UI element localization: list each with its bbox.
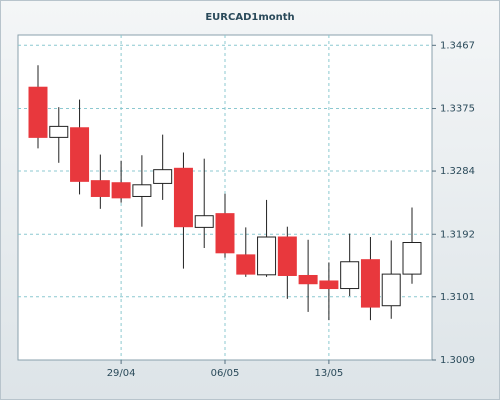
y-tick-label: 1.3375 xyxy=(440,104,475,115)
candle-body xyxy=(340,261,360,290)
candle-body xyxy=(49,125,69,138)
candle-body xyxy=(257,236,277,276)
candle-body xyxy=(360,259,380,308)
x-tick-label: 29/04 xyxy=(107,368,136,379)
candle-body xyxy=(381,273,401,307)
chart-title: EURCAD1month xyxy=(205,12,294,23)
y-tick-label: 1.3192 xyxy=(440,229,475,240)
candle-body xyxy=(319,280,339,290)
candle-body xyxy=(173,167,193,228)
candle-body xyxy=(28,86,48,138)
candle-body xyxy=(111,182,131,199)
candle-body xyxy=(298,274,318,285)
y-tick-label: 1.3467 xyxy=(440,40,475,51)
candle-body xyxy=(132,184,152,197)
x-tick-label: 13/05 xyxy=(314,368,343,379)
candle-body xyxy=(70,127,90,182)
candle-body xyxy=(236,254,256,275)
candle-body xyxy=(277,236,297,276)
y-tick-label: 1.3284 xyxy=(440,166,475,177)
candle-body xyxy=(90,180,110,197)
candle-body xyxy=(215,213,235,254)
x-tick-label: 06/05 xyxy=(211,368,240,379)
candle-body xyxy=(402,242,422,275)
y-tick-label: 1.3101 xyxy=(440,292,475,303)
y-tick-label: 1.3009 xyxy=(440,355,475,366)
candle-body xyxy=(153,169,173,184)
candle-body xyxy=(194,215,214,228)
